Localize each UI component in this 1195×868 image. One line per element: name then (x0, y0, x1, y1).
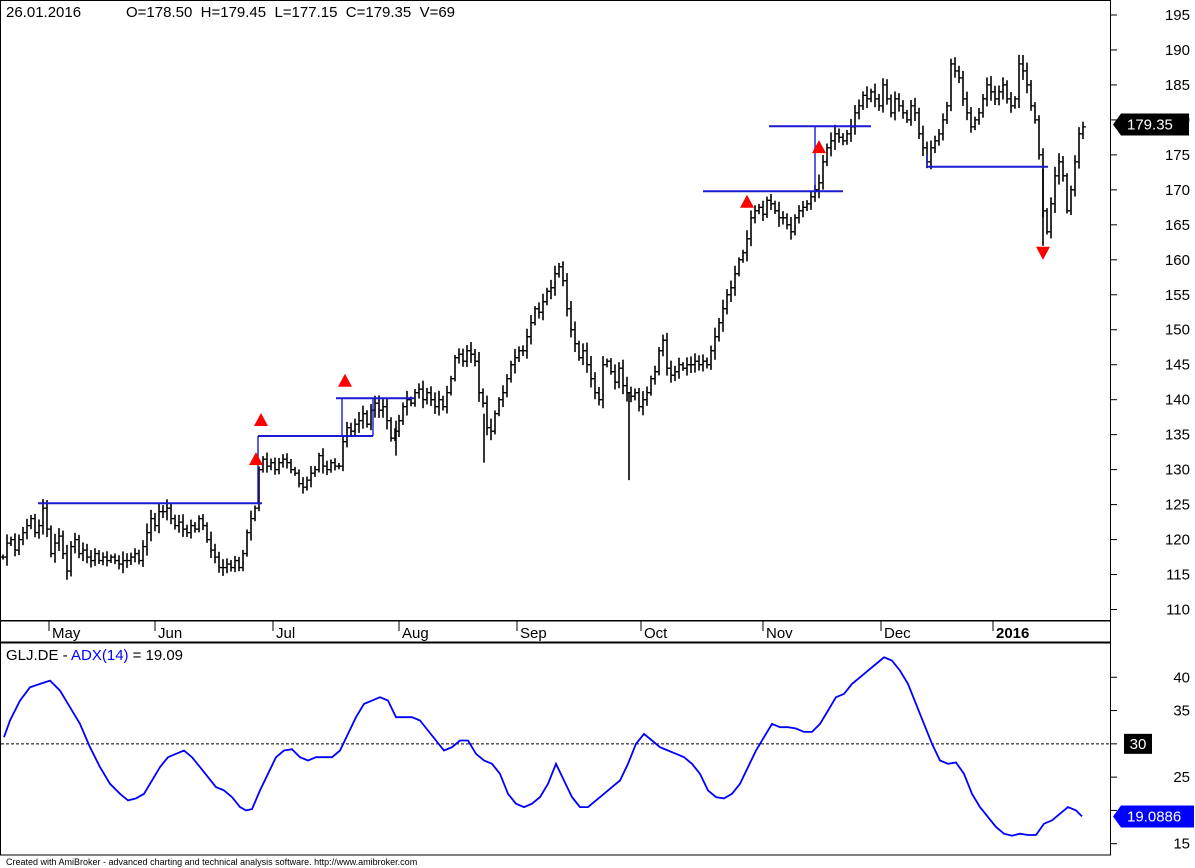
date-label: May (52, 625, 81, 642)
reference-text: 30 (1130, 736, 1147, 753)
price-tick-group: 110 115 120 125 130 135 140 145 150 155 160 165 170 1… (1110, 7, 1190, 619)
price-tick-label: 110 (1166, 602, 1190, 619)
price-tick-label: 190 (1165, 42, 1190, 59)
buy-signal-arrow (254, 412, 268, 426)
reference-box (1124, 733, 1152, 754)
date-label: Jun (158, 625, 182, 642)
price-tick-label: 195 (1165, 7, 1190, 24)
price-tick-label: 165 (1165, 217, 1190, 234)
resistance-lines-group (38, 125, 1048, 505)
adx-last-text: 19.0886 (1127, 808, 1181, 825)
date-label: 2016 (996, 625, 1029, 642)
adx-value-text: = 19.09 (133, 647, 183, 664)
price-tick-label: 160 (1165, 252, 1190, 269)
price-tick-label: 130 (1165, 462, 1190, 479)
adx-title: GLJ.DE - ADX(14) = 19.09 (6, 647, 183, 664)
header-date: 26.01.2016 (6, 4, 81, 21)
price-tick-label: 170 (1165, 182, 1190, 199)
price-tick-label: 120 (1165, 532, 1190, 549)
last-price-text: 179.35 (1127, 116, 1173, 133)
date-label: Nov (766, 625, 793, 642)
date-label: Dec (884, 625, 911, 642)
buy-signal-arrow (338, 373, 352, 387)
last-price-label: 179.35 (1113, 113, 1189, 136)
price-tick-label: 175 (1165, 147, 1190, 164)
price-tick-label: 115 (1166, 567, 1190, 584)
adx-symbol: GLJ.DE (6, 647, 59, 664)
price-tick-label: 140 (1165, 392, 1190, 409)
adx-tick-label: 15 (1173, 836, 1190, 853)
adx-last-box (1113, 805, 1194, 828)
buy-signal-arrow (249, 452, 263, 466)
adx-line-group (3, 656, 1083, 837)
adx-tick-label: 35 (1173, 703, 1190, 720)
adx-pane (0, 642, 1111, 856)
date-label: Jul (276, 625, 295, 642)
footer-credit: Created with AmiBroker - advanced charti… (6, 857, 417, 867)
sell-signal-arrow (1036, 246, 1050, 260)
adx-tick-label: 25 (1173, 769, 1190, 786)
adx-last-value-label: 19.0886 (1113, 805, 1194, 828)
adx-indicator-label: ADX(14) (71, 647, 129, 664)
adx-series-line (3, 656, 1083, 837)
adx-reference-label: 30 (1124, 733, 1152, 754)
price-bars-group (0, 54, 1086, 580)
signals-group (249, 140, 1050, 466)
date-label: Aug (402, 625, 429, 642)
adx-separator: - (59, 647, 72, 664)
price-tick-label: 155 (1165, 287, 1190, 304)
date-label: Oct (644, 625, 668, 642)
buy-signal-arrow (740, 194, 754, 208)
price-tick-label: 125 (1165, 497, 1190, 514)
date-label: Sep (520, 625, 547, 642)
header-ohlcv: O=178.50 H=179.45 L=177.15 C=179.35 V=69 (126, 4, 455, 21)
price-tick-label: 185 (1165, 77, 1190, 94)
adx-tick-label: 40 (1173, 669, 1190, 686)
date-axis-labels: May Jun Jul Aug Sep Oct Nov Dec 2016 (48, 621, 1029, 642)
last-price-box (1113, 113, 1189, 136)
footer-band (0, 856, 1195, 868)
buy-signal-arrow (812, 140, 826, 154)
adx-tick-group: 15 25 35 40 (1, 669, 1190, 853)
price-pane (0, 0, 1111, 621)
price-tick-label: 135 (1165, 427, 1190, 444)
price-tick-label: 150 (1165, 322, 1190, 339)
price-tick-label: 145 (1165, 357, 1190, 374)
